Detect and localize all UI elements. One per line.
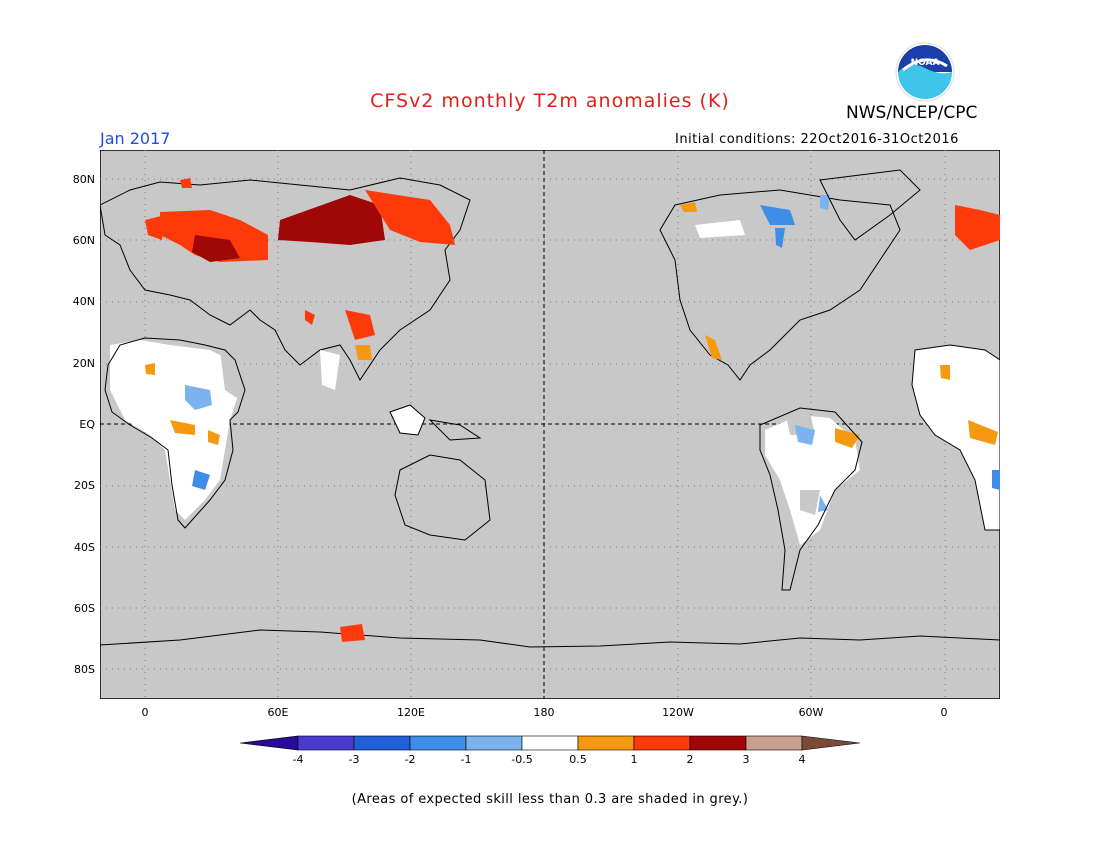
lat-label: 40S bbox=[74, 541, 95, 554]
colorbar-label: -1 bbox=[460, 753, 472, 766]
colorbar-label: -0.5 bbox=[511, 753, 533, 766]
lon-label: 120E bbox=[397, 706, 425, 719]
lon-label: 0 bbox=[141, 706, 149, 719]
colorbar-label: 3 bbox=[742, 753, 750, 766]
colorbar-swatch bbox=[633, 735, 691, 751]
colorbar-label: 2 bbox=[686, 753, 694, 766]
colorbar-swatch bbox=[745, 735, 803, 751]
skill-note: (Areas of expected skill less than 0.3 a… bbox=[351, 792, 749, 807]
lon-label: 60E bbox=[267, 706, 289, 719]
graticule bbox=[100, 150, 1000, 699]
lat-label: 40N bbox=[72, 295, 95, 308]
lon-label: 0 bbox=[940, 706, 948, 719]
chart-title: CFSv2 monthly T2m anomalies (K) bbox=[370, 90, 730, 112]
anomaly-map bbox=[100, 150, 1000, 699]
lon-label: 180 bbox=[533, 706, 555, 719]
agency-label: NWS/NCEP/CPC bbox=[846, 103, 978, 123]
initial-conditions: Initial conditions: 22Oct2016-31Oct2016 bbox=[675, 132, 959, 147]
lat-label: 80S bbox=[74, 663, 95, 676]
colorbar-arrow-low bbox=[240, 735, 299, 751]
colorbar-swatch bbox=[297, 735, 355, 751]
colorbar-swatch bbox=[353, 735, 411, 751]
colorbar-label: -3 bbox=[348, 753, 360, 766]
lon-label: 120W bbox=[662, 706, 694, 719]
antarctica-outline bbox=[100, 629, 1000, 699]
siberia-anomaly bbox=[145, 178, 455, 262]
colorbar-swatch bbox=[689, 735, 747, 751]
colorbar bbox=[240, 735, 861, 751]
lon-label: 60W bbox=[798, 706, 824, 719]
colorbar-label: 4 bbox=[798, 753, 806, 766]
north-america-outline bbox=[659, 189, 901, 381]
colorbar-label: 1 bbox=[630, 753, 638, 766]
lat-label: 80N bbox=[72, 173, 95, 186]
australia-outline bbox=[394, 454, 491, 541]
lat-label: 20N bbox=[72, 357, 95, 370]
colorbar-arrow-high bbox=[801, 735, 861, 751]
colorbar-label: -4 bbox=[292, 753, 304, 766]
tibet-anomaly bbox=[345, 310, 375, 340]
colorbar-label: -2 bbox=[404, 753, 416, 766]
colorbar-swatch bbox=[465, 735, 523, 751]
logo-text: NOAA bbox=[911, 58, 940, 68]
africa-region bbox=[110, 340, 250, 520]
colorbar-swatch bbox=[409, 735, 467, 751]
lat-label: EQ bbox=[79, 418, 95, 431]
colorbar-swatch bbox=[521, 735, 579, 751]
lat-label: 20S bbox=[74, 479, 95, 492]
lat-label: 60N bbox=[72, 234, 95, 247]
forecast-period: Jan 2017 bbox=[100, 129, 171, 148]
noaa-logo: NOAA bbox=[895, 42, 955, 102]
antarctica-anomaly bbox=[340, 624, 365, 642]
colorbar-label: 0.5 bbox=[569, 753, 587, 766]
colorbar-swatch bbox=[577, 735, 635, 751]
lat-label: 60S bbox=[74, 602, 95, 615]
south-america-region bbox=[765, 410, 860, 545]
